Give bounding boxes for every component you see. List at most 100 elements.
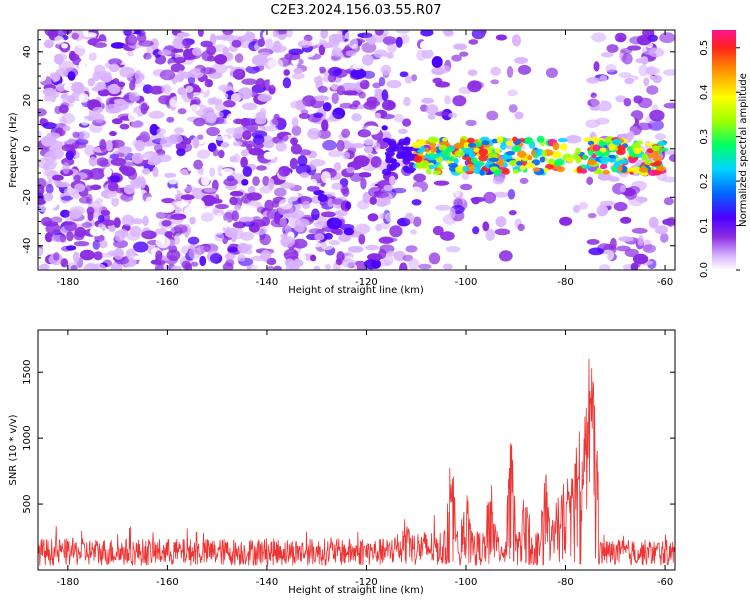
signal-cell (413, 155, 423, 163)
spectrogram-cell (175, 156, 188, 167)
spectrogram-cell (642, 244, 656, 254)
spectrogram-cell (206, 126, 220, 137)
colorbar: 0.0 0.1 0.2 0.3 0.4 0.5 Normalized spectral a… (699, 30, 749, 278)
spectrogram-cell (188, 247, 202, 260)
spectrogram-cell (61, 195, 74, 201)
spectrogram-cell (131, 152, 144, 164)
spectrogram-cell (38, 199, 46, 205)
signal-cell (631, 166, 642, 174)
spectrogram-cell (199, 226, 211, 236)
x-tick-label: -80 (557, 577, 573, 588)
spectrogram-cell (595, 117, 610, 125)
spectrogram-cell (669, 154, 675, 163)
spectrogram-cell (38, 72, 47, 82)
spectrogram-cell (81, 222, 93, 228)
signal-cell (454, 150, 465, 158)
spectrogram-cell (170, 213, 187, 220)
spectrogram-cell (241, 149, 249, 157)
spectrogram-cell (99, 140, 107, 153)
spectrogram-cell (196, 134, 204, 140)
spectrogram-cell (313, 112, 324, 118)
spectrogram-cell (60, 209, 71, 218)
spectrogram-cell (345, 50, 357, 57)
spectrogram-cell (333, 162, 342, 172)
signal-cell (393, 143, 404, 149)
spectrogram-cell (206, 55, 216, 62)
spectrogram-cell (131, 218, 144, 225)
spectrogram-cell (385, 213, 393, 222)
signal-cell (517, 150, 527, 158)
spectrogram-cell (275, 141, 287, 152)
spectrogram-cell (215, 92, 229, 100)
spectrogram-cell (646, 85, 659, 95)
spectrogram-cell (259, 233, 272, 246)
spectrogram-cell (346, 166, 356, 174)
spectrogram-cell (174, 127, 184, 135)
signal-cell (524, 136, 534, 145)
signal-cell (566, 157, 574, 163)
spectrogram-cell (212, 207, 219, 216)
spectrogram-cell (292, 238, 308, 249)
spectrogram-cell (313, 265, 321, 270)
spectrogram-cell (232, 221, 246, 229)
spectrogram-cell (105, 139, 113, 152)
spectrogram-cell (66, 95, 76, 104)
spectrogram-cell (112, 118, 123, 125)
spectrogram-cell (52, 174, 64, 181)
spectrogram-cell (293, 67, 303, 74)
spectrogram-cell (237, 253, 246, 262)
spectrogram-cell (55, 83, 66, 92)
spectrogram-cell (492, 176, 505, 185)
spectrogram-cell (427, 113, 436, 120)
spectrogram-cell (360, 177, 367, 190)
spectrogram-cell (471, 197, 481, 205)
spectrogram-cell (155, 236, 171, 249)
spectrogram-cell (654, 133, 666, 141)
spectrogram-cell (412, 216, 422, 227)
spectrogram-cell (331, 182, 343, 190)
spectrogram-cell (71, 32, 80, 40)
spectrogram-cell (61, 113, 76, 124)
spectrogram-cell (498, 239, 508, 245)
signal-cell (505, 151, 516, 156)
spectrogram-cell (242, 205, 258, 213)
spectrogram-cell (468, 39, 479, 45)
spectrogram-cell (237, 242, 250, 254)
spectrogram-cell (176, 148, 186, 157)
spectrogram-cell (138, 177, 147, 189)
spectrogram-cell (226, 113, 236, 125)
spectrogram-cell (65, 245, 77, 251)
spectrogram-cell (318, 44, 326, 56)
spectrogram-cell (251, 264, 262, 270)
spectrogram-cell (222, 30, 234, 36)
spectrogram-cell (418, 263, 432, 270)
spectrogram-cell (451, 54, 462, 62)
spectrogram-cell (168, 245, 178, 254)
signal-cell (532, 167, 541, 172)
spectrogram-cell (41, 216, 52, 227)
signal-cell (605, 136, 614, 143)
spectrogram-cell (148, 110, 165, 119)
spectrogram-cell (248, 148, 264, 156)
spectrogram-cell (118, 146, 133, 154)
x-tick-label: -180 (57, 577, 80, 588)
signal-cell (424, 147, 430, 153)
spectrogram-cell (381, 125, 388, 131)
spectrogram-cell (128, 91, 140, 103)
spectrogram-cell (615, 124, 628, 134)
spectrogram-cell (214, 117, 225, 125)
spectrogram-cell (416, 49, 426, 61)
signal-cell (498, 158, 504, 166)
spectrogram-cell (154, 142, 163, 153)
spectrogram-cell (242, 221, 255, 227)
spectrogram-cell (507, 189, 516, 200)
spectrogram-cell (433, 180, 450, 186)
spectrogram-cell (43, 39, 55, 49)
spectrogram-cell (201, 194, 217, 206)
spectrogram-cell (62, 162, 70, 175)
spectrogram-cell (648, 216, 659, 229)
snr-frame (37, 329, 676, 571)
spectrogram-cell (644, 185, 658, 195)
colorbar-tick-label: 0.3 (699, 129, 710, 145)
spectrogram-cell (110, 157, 127, 166)
